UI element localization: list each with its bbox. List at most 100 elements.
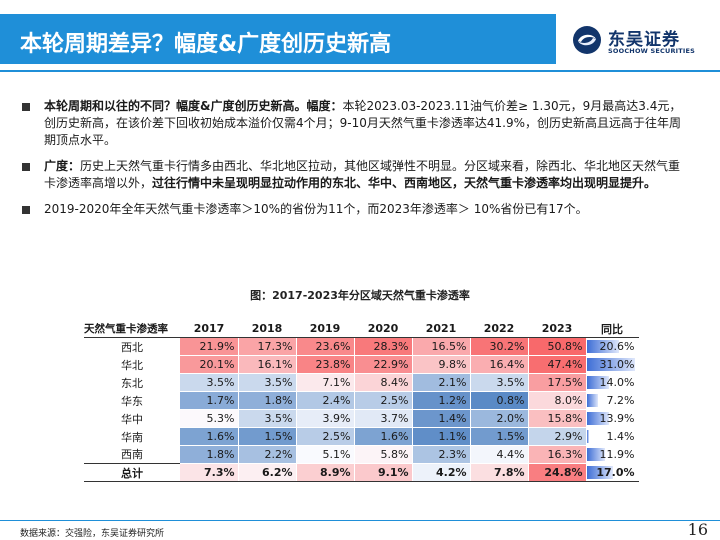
- region-label: 西南: [121, 448, 143, 462]
- logo-english-name: SOOCHOW SECURITIES: [608, 47, 696, 55]
- penetration-cell: 16.3%: [528, 445, 587, 464]
- penetration-cell: 4.4%: [470, 445, 529, 464]
- penetration-cell: 50.8%: [528, 337, 587, 356]
- bullet-magnitude: 本轮周期和以往的不同？幅度&广度创历史新高。幅度：本轮2023.03-2023.…: [22, 98, 682, 149]
- yoy-cell: 11.9%: [586, 445, 639, 464]
- penetration-cell: 24.8%: [528, 463, 587, 482]
- yoy-bar: [586, 466, 613, 479]
- penetration-cell: 2.9%: [528, 427, 587, 446]
- bullet-lead: 广度：: [44, 159, 81, 173]
- region-label: 西北: [121, 340, 143, 354]
- penetration-cell: 17.3%: [238, 337, 297, 356]
- region-label: 东北: [121, 376, 143, 390]
- penetration-cell: 3.7%: [354, 409, 413, 428]
- year-header: 2017: [180, 320, 238, 338]
- penetration-cell: 1.8%: [238, 391, 297, 410]
- penetration-cell: 1.6%: [180, 427, 239, 446]
- region-label: 华北: [121, 358, 143, 372]
- total-row: 总计 7.3% 6.2% 8.9% 9.1% 4.2% 7.8% 24.8% 17.0%: [84, 463, 639, 482]
- penetration-cell: 1.1%: [412, 427, 471, 446]
- penetration-cell: 21.9%: [180, 337, 239, 356]
- year-header: 2018: [238, 320, 296, 338]
- table-caption: 图：2017-2023年分区域天然气重卡渗透率: [250, 289, 470, 302]
- yoy-bar: [586, 412, 609, 425]
- region-label: 华南: [121, 430, 143, 444]
- bullet-lead: 本轮周期和以往的不同？幅度&广度创历史新高。幅度：: [44, 99, 343, 113]
- bullet-square-icon: [22, 163, 30, 171]
- table-row: 西南 1.8% 2.2% 5.1% 5.8% 2.3% 4.4% 16.3% 11.9%: [84, 445, 639, 464]
- yoy-value: 31.0%: [599, 358, 635, 371]
- year-header: 2022: [470, 320, 528, 338]
- penetration-cell: 2.3%: [412, 445, 471, 464]
- year-header: 2019: [296, 320, 354, 338]
- yoy-value: 7.2%: [606, 394, 635, 407]
- penetration-cell: 30.2%: [470, 337, 529, 356]
- yoy-value: 20.6%: [599, 340, 635, 353]
- penetration-cell: 16.1%: [238, 355, 297, 374]
- yoy-value: 1.4%: [606, 430, 635, 443]
- penetration-cell: 1.7%: [180, 391, 239, 410]
- bullet-square-icon: [22, 206, 30, 214]
- penetration-cell: 2.4%: [296, 391, 355, 410]
- penetration-cell: 3.5%: [470, 373, 529, 392]
- penetration-cell: 7.3%: [180, 463, 239, 482]
- bullet-square-icon: [22, 103, 30, 111]
- penetration-cell: 3.5%: [238, 409, 297, 428]
- penetration-table: 天然气重卡渗透率 2017 2018 2019 2020 2021 2022 2…: [84, 320, 639, 482]
- penetration-cell: 3.9%: [296, 409, 355, 428]
- company-logo: 东吴证券 SOOCHOW SECURITIES: [572, 22, 712, 62]
- penetration-cell: 8.9%: [296, 463, 355, 482]
- bullet-text: 历史上天然气重卡行情多由西北、华北地区拉动，其他区域弹性不明显。分区域来看，除西…: [44, 159, 681, 190]
- yoy-cell: 17.0%: [586, 463, 639, 482]
- title-bar: 本轮周期差异？幅度&广度创历史新高: [0, 14, 556, 64]
- penetration-cell: 1.2%: [412, 391, 471, 410]
- penetration-cell: 3.5%: [180, 373, 239, 392]
- table-header-row: 天然气重卡渗透率 2017 2018 2019 2020 2021 2022 2…: [84, 320, 638, 338]
- yoy-bar: [586, 430, 589, 443]
- table-row: 华东 1.7% 1.8% 2.4% 2.5% 1.2% 0.8% 8.0% 7.2%: [84, 391, 639, 410]
- penetration-cell: 1.4%: [412, 409, 471, 428]
- region-label: 华东: [121, 394, 143, 408]
- bullet-bold-tail: 过往行情中未呈现明显拉动作用的东北、华中、西南地区，天然气重卡渗透率均出现明显提…: [152, 176, 657, 190]
- penetration-cell: 17.5%: [528, 373, 587, 392]
- data-source: 数据来源：交强险，东吴证券研究所: [20, 529, 165, 539]
- yoy-value: 13.9%: [599, 412, 635, 425]
- page-number: 16: [687, 520, 708, 539]
- penetration-cell: 7.1%: [296, 373, 355, 392]
- region-label: 华中: [121, 412, 143, 426]
- row-header-label: 天然气重卡渗透率: [84, 320, 180, 338]
- penetration-cell: 4.2%: [412, 463, 471, 482]
- penetration-cell: 3.5%: [238, 373, 297, 392]
- header-divider: [0, 70, 720, 72]
- table-row: 华中 5.3% 3.5% 3.9% 3.7% 1.4% 2.0% 15.8% 13.9%: [84, 409, 639, 428]
- table-row: 华南 1.6% 1.5% 2.5% 1.6% 1.1% 1.5% 2.9% 1.4%: [84, 427, 639, 446]
- yoy-value: 14.0%: [599, 376, 635, 389]
- penetration-cell: 2.5%: [296, 427, 355, 446]
- penetration-cell: 16.5%: [412, 337, 471, 356]
- logo-chinese-name: 东吴证券: [608, 30, 680, 50]
- penetration-cell: 1.6%: [354, 427, 413, 446]
- bullet-provinces: 2019-2020年全年天然气重卡渗透率＞10%的省份为11个，而2023年渗透…: [22, 201, 682, 218]
- yoy-bar: [586, 358, 635, 371]
- year-header: 2020: [354, 320, 412, 338]
- bullet-list: 本轮周期和以往的不同？幅度&广度创历史新高。幅度：本轮2023.03-2023.…: [22, 98, 682, 227]
- penetration-cell: 1.8%: [180, 445, 239, 464]
- yoy-bar: [586, 448, 605, 461]
- penetration-cell: 8.0%: [528, 391, 587, 410]
- year-header: 2023: [528, 320, 586, 338]
- penetration-cell: 22.9%: [354, 355, 413, 374]
- yoy-bar: [586, 376, 609, 389]
- penetration-cell: 15.8%: [528, 409, 587, 428]
- penetration-cell: 2.1%: [412, 373, 471, 392]
- penetration-cell: 5.8%: [354, 445, 413, 464]
- penetration-cell: 0.8%: [470, 391, 529, 410]
- penetration-cell: 2.2%: [238, 445, 297, 464]
- year-header: 2021: [412, 320, 470, 338]
- penetration-cell: 1.5%: [238, 427, 297, 446]
- penetration-cell: 47.4%: [528, 355, 587, 374]
- penetration-cell: 28.3%: [354, 337, 413, 356]
- bullet-text: 本轮2023.03-2023.11油气价差≥ 1.30元，9月最高达3.4元，创…: [44, 99, 682, 147]
- yoy-cell: 14.0%: [586, 373, 639, 392]
- penetration-cell: 7.8%: [470, 463, 529, 482]
- yoy-header: 同比: [586, 320, 638, 338]
